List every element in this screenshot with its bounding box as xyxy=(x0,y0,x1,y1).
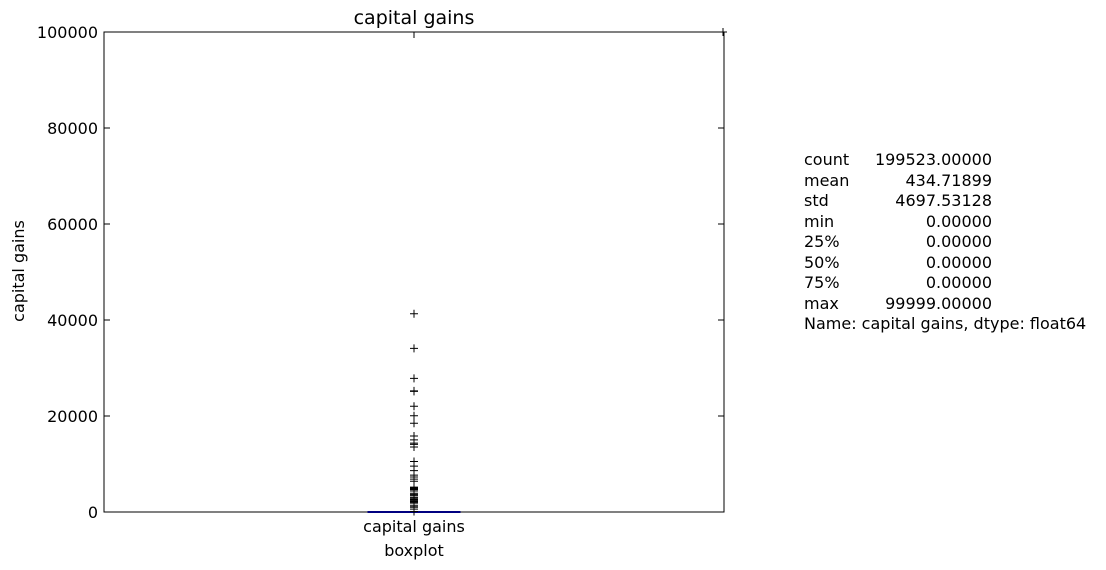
stat-key: 50% xyxy=(804,252,840,272)
outlier-point xyxy=(410,507,418,516)
chart-title: capital gains xyxy=(354,7,475,29)
y-axis-label: capital gains xyxy=(9,220,28,322)
boxplot-chart: capital gains capital gains boxplot 0 200… xyxy=(9,7,727,560)
stat-row: min 0.00000 xyxy=(804,212,1086,233)
plot-frame xyxy=(103,31,725,513)
x-tick-label: capital gains xyxy=(363,517,465,536)
stat-value: 99999.00000 xyxy=(885,293,992,313)
stat-key: 75% xyxy=(804,273,840,292)
stat-key: max xyxy=(804,293,839,313)
stat-row: max 99999.00000 xyxy=(804,294,1086,315)
outlier-point xyxy=(410,374,418,383)
stat-value: 434.71899 xyxy=(905,170,992,190)
outlier-point xyxy=(410,344,418,353)
stat-value: 4697.53128 xyxy=(895,191,992,210)
stats-rows: count 199523.00000 mean 434.71899 std 4697.53… xyxy=(804,150,1086,314)
stat-key: min xyxy=(804,211,835,231)
chart-marks: 0 20000 40000 60000 80000 100000 capital gains xyxy=(37,23,727,536)
y-tick-label: 100000 xyxy=(37,23,98,42)
y-tick-label: 80000 xyxy=(47,119,98,138)
stat-row: 25% 0.00000 xyxy=(804,232,1086,253)
stat-key: 25% xyxy=(804,232,840,251)
x-axis-label: boxplot xyxy=(384,541,444,560)
stat-value: 0.00000 xyxy=(925,273,992,292)
y-tick-label: 40000 xyxy=(47,311,98,330)
stat-row: mean 434.71899 xyxy=(804,171,1086,192)
y-tick-label: 20000 xyxy=(47,407,98,426)
stats-footer: Name: capital gains, dtype: float64 xyxy=(804,314,1087,333)
stat-value: 0.00000 xyxy=(925,211,992,231)
stat-row: count 199523.00000 xyxy=(804,150,1086,171)
stat-row: 50% 0.00000 xyxy=(804,253,1086,274)
outlier-point xyxy=(410,419,418,428)
outlier-point xyxy=(410,387,418,396)
y-tick-label: 60000 xyxy=(47,215,98,234)
stat-key: mean xyxy=(804,170,850,190)
outlier-point xyxy=(410,411,418,420)
stat-value: 0.00000 xyxy=(925,232,992,251)
y-tick-label: 0 xyxy=(88,503,98,522)
stat-row: std 4697.53128 xyxy=(804,191,1086,212)
outlier-point xyxy=(410,442,418,451)
outlier-point xyxy=(410,402,418,411)
stat-key: std xyxy=(804,191,829,210)
stat-row: 75% 0.00000 xyxy=(804,273,1086,294)
outlier-point xyxy=(410,309,418,318)
stat-key: count xyxy=(804,150,850,169)
summary-statistics: count 199523.00000 mean 434.71899 std 4697.53… xyxy=(804,150,1086,335)
stat-value: 199523.00000 xyxy=(874,150,992,169)
stat-value: 0.00000 xyxy=(925,252,992,272)
